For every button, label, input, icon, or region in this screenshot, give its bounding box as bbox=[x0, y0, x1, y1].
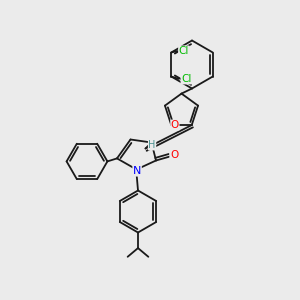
Text: Cl: Cl bbox=[181, 74, 191, 84]
Text: O: O bbox=[171, 120, 179, 130]
Text: Cl: Cl bbox=[178, 46, 189, 56]
Text: O: O bbox=[170, 150, 178, 160]
Text: H: H bbox=[148, 140, 156, 150]
Text: N: N bbox=[133, 166, 141, 176]
